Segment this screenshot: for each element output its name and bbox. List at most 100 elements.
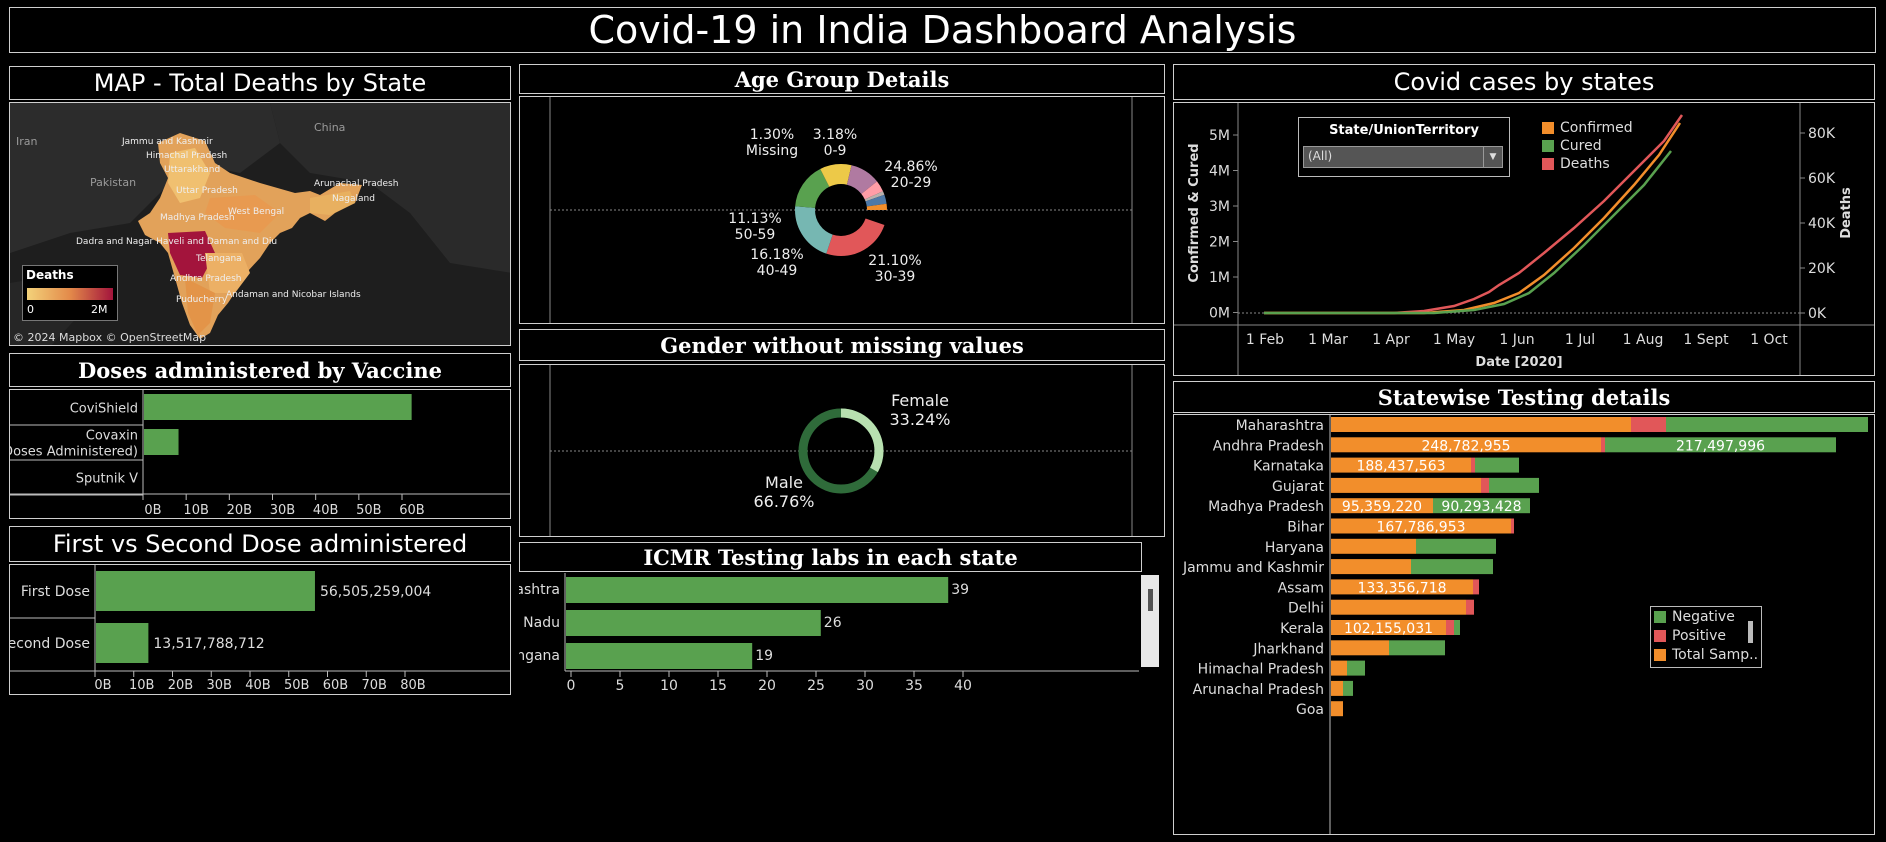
doses-bar[interactable]	[96, 623, 149, 663]
testing-negative-label: 217,497,996	[1676, 438, 1765, 454]
testing-total-label: 248,782,955	[1421, 438, 1510, 454]
chevron-down-icon[interactable]: ▼	[1483, 147, 1502, 167]
testing-total-label: 102,155,031	[1344, 621, 1433, 637]
testing-bar-total[interactable]	[1331, 620, 1446, 635]
doses-tick-label: 70B	[362, 678, 387, 693]
testing-bar-positive[interactable]	[1466, 599, 1474, 615]
doses-category-label: First Dose	[21, 584, 90, 600]
icmr-value-label: 39	[951, 582, 969, 598]
gender-donut[interactable]	[520, 365, 1164, 536]
testing-negative-label: 90,293,428	[1441, 499, 1521, 515]
age-slice-30-39[interactable]	[795, 164, 887, 256]
testing-bar-total[interactable]	[1331, 599, 1466, 615]
testing-bar-negative[interactable]	[1347, 660, 1365, 676]
age-donut[interactable]	[520, 97, 1164, 323]
testing-bar-total[interactable]	[1331, 538, 1416, 554]
doses-panel: First Dose 56,505,259,004 Second Dose 13,51…	[9, 564, 511, 695]
testing-bar-positive[interactable]	[1631, 417, 1666, 432]
icmr-bar-chart: Maharashtra 39 Tamil Nadu 26 Telangana 19 0 5 10…	[519, 573, 1139, 694]
y-left-axis-label: Confirmed & Cured	[1187, 143, 1202, 282]
testing-bar-total[interactable]	[1331, 640, 1389, 656]
state-label: Uttar Pradesh	[176, 186, 238, 196]
testing-bar-total[interactable]	[1331, 660, 1347, 676]
testing-bar-negative[interactable]	[1605, 437, 1836, 453]
legend-item-cured[interactable]: Cured	[1542, 137, 1633, 155]
testing-bar-total[interactable]	[1331, 457, 1471, 473]
vaccine-bar[interactable]	[144, 394, 412, 420]
state-label: Nagaland	[332, 194, 375, 204]
vaccine-bar[interactable]	[144, 429, 179, 455]
legend-item-deaths[interactable]: Deaths	[1542, 155, 1633, 173]
icmr-bar[interactable]	[566, 610, 821, 636]
y-right-tick-label: 80K	[1808, 126, 1836, 142]
line-cured[interactable]	[1264, 150, 1672, 315]
testing-bar-negative[interactable]	[1433, 498, 1530, 514]
testing-bar-total[interactable]	[1331, 518, 1511, 534]
testing-bar-negative[interactable]	[1489, 477, 1539, 493]
x-tick-label: 1 May	[1433, 332, 1475, 348]
state-label: Madhya Pradesh	[160, 213, 235, 223]
doses-tick-label: 60B	[323, 678, 348, 693]
map-panel[interactable]: China Iran Pakistan Jammu and Kashmir Hi…	[9, 102, 511, 346]
icmr-bar[interactable]	[566, 577, 949, 603]
state-filter: State/UnionTerritory (All) ▼	[1298, 117, 1510, 177]
line-deaths[interactable]	[1264, 114, 1684, 315]
testing-state-label: Arunachal Pradesh	[1193, 682, 1324, 698]
x-tick-label: 1 Oct	[1750, 332, 1788, 348]
testing-panel: Maharashtra Andhra Pradesh 248,782,955 217,…	[1173, 414, 1875, 835]
legend-item-positive[interactable]: Positive	[1654, 626, 1761, 645]
legend-item-confirmed[interactable]: Confirmed	[1542, 119, 1633, 137]
doses-tick-label: 30B	[207, 678, 232, 693]
icmr-title: ICMR Testing labs in each state	[643, 544, 1018, 570]
testing-bar-total[interactable]	[1331, 559, 1411, 575]
vaccine-category-label: CoviShield	[70, 402, 138, 417]
icmr-scrollbar-thumb[interactable]	[1148, 589, 1153, 611]
icmr-tick-label: 35	[905, 678, 923, 694]
icmr-bar[interactable]	[566, 643, 753, 669]
testing-bar-total[interactable]	[1331, 477, 1481, 493]
doses-bar[interactable]	[96, 571, 315, 611]
testing-bar-total[interactable]	[1331, 417, 1631, 432]
testing-bar-positive[interactable]	[1471, 457, 1475, 473]
testing-bar-positive[interactable]	[1511, 518, 1514, 534]
testing-bar-negative[interactable]	[1475, 457, 1519, 473]
icmr-scrollbar[interactable]	[1141, 575, 1159, 667]
testing-bar-positive[interactable]	[1481, 477, 1489, 493]
testing-state-label: Gujarat	[1272, 479, 1325, 495]
testing-bar-total[interactable]	[1331, 701, 1343, 717]
testing-bar-negative[interactable]	[1343, 680, 1353, 696]
gender-slice-female[interactable]	[798, 408, 884, 494]
testing-bar-positive[interactable]	[1601, 437, 1605, 453]
doses-bar-chart: First Dose 56,505,259,004 Second Dose 13,51…	[10, 565, 510, 693]
age-slice-10-19[interactable]	[795, 164, 887, 256]
x-tick-label: 1 Mar	[1308, 332, 1348, 348]
legend-item-total-samples[interactable]: Total Samp..	[1654, 645, 1761, 664]
testing-bar-total[interactable]	[1331, 680, 1343, 696]
state-label: Telangana	[196, 254, 242, 264]
testing-bar-negative[interactable]	[1666, 417, 1868, 432]
vaccine-bar-chart: CoviShield Covaxin(Doses Administered) Spu…	[10, 390, 510, 518]
testing-bar-total[interactable]	[1331, 579, 1473, 595]
map-attribution[interactable]: © 2024 Mapbox © OpenStreetMap	[13, 331, 207, 344]
testing-bar-negative[interactable]	[1411, 559, 1493, 575]
testing-bar-negative[interactable]	[1416, 538, 1496, 554]
legend-scrollbar-thumb[interactable]	[1748, 621, 1753, 643]
state-filter-select[interactable]: (All) ▼	[1303, 146, 1503, 168]
testing-bar-positive[interactable]	[1446, 620, 1454, 635]
vaccine-title-box: Doses administered by Vaccine	[9, 353, 511, 387]
age-slice-20-29[interactable]	[795, 164, 887, 256]
cases-title: Covid cases by states	[1393, 68, 1655, 96]
testing-bar-total[interactable]	[1331, 437, 1601, 453]
testing-bar-negative[interactable]	[1454, 620, 1460, 635]
testing-state-label: Madhya Pradesh	[1208, 499, 1324, 515]
age-panel: 1.30% Missing 3.18% 0-9 24.86% 20-29 21.10%…	[519, 96, 1165, 324]
testing-bar-negative[interactable]	[1389, 640, 1445, 656]
age-slice-50-59[interactable]	[795, 164, 887, 256]
testing-bar-total[interactable]	[1331, 498, 1433, 514]
legend-item-negative[interactable]: Negative	[1654, 607, 1761, 626]
x-tick-label: 1 Jun	[1499, 332, 1534, 348]
x-tick-label: 1 Feb	[1246, 332, 1284, 348]
age-label-30-39: 21.10% 30-39	[868, 253, 922, 285]
testing-bar-positive[interactable]	[1473, 579, 1479, 595]
country-label-iran: Iran	[16, 135, 38, 148]
